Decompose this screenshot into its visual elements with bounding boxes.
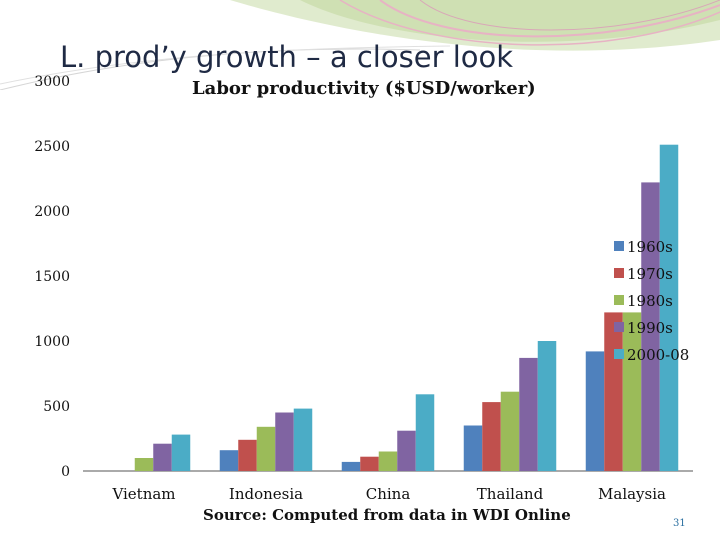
y-tick-label: 1000: [34, 334, 70, 350]
legend: 1960s 1970s 1980s 1990s 2000-08: [614, 238, 689, 364]
bar-china-1970s: [360, 456, 379, 471]
y-tick-label: 500: [43, 399, 70, 415]
legend-swatch-1960s: [614, 241, 624, 251]
slide-title: L. prod’y growth – a closer look: [60, 40, 514, 74]
legend-label-1990s: 1990s: [627, 319, 673, 337]
bar-indonesia-1970s: [238, 439, 257, 471]
legend-swatch-2000-08: [614, 349, 624, 359]
bar-indonesia-1960s: [219, 450, 239, 471]
bar-thailand-1990s: [519, 357, 538, 471]
legend-label-1970s: 1970s: [627, 265, 673, 283]
legend-label-1980s: 1980s: [627, 292, 673, 310]
legend-swatch-1970s: [614, 268, 624, 278]
category-label-thailand: Thailand: [477, 485, 544, 503]
bar-indonesia-1990s: [275, 412, 294, 471]
bar-china-1960s: [341, 461, 361, 471]
bar-indonesia-1980s: [256, 426, 276, 471]
y-tick-label: 3000: [34, 74, 70, 90]
y-tick-label: 0: [61, 464, 70, 480]
bar-vietnam-1990s: [153, 443, 172, 471]
category-label-china: China: [366, 485, 411, 503]
y-tick-label: 1500: [34, 269, 70, 285]
header-decoration: [0, 0, 720, 90]
chart-title: Labor productivity ($USD/worker): [192, 78, 536, 99]
y-axis-ticks: 0 500 1000 1500 2000 2500 3000: [34, 74, 70, 480]
category-label-indonesia: Indonesia: [229, 485, 303, 503]
category-label-malaysia: Malaysia: [598, 485, 666, 503]
bars: [134, 144, 679, 471]
bar-indonesia-2000-08: [293, 408, 313, 471]
legend-swatch-1980s: [614, 295, 624, 305]
bar-malaysia-1990s: [641, 182, 660, 471]
bar-thailand-2000-08: [537, 341, 557, 471]
page-number: 31: [673, 518, 686, 529]
bar-thailand-1960s: [463, 425, 483, 471]
bar-malaysia-1960s: [585, 351, 605, 471]
legend-label-2000-08: 2000-08: [627, 346, 689, 364]
legend-swatch-1990s: [614, 322, 624, 332]
bar-vietnam-1980s: [134, 458, 154, 471]
source-note: Source: Computed from data in WDI Online: [203, 506, 571, 524]
y-tick-label: 2500: [34, 139, 70, 155]
category-labels: Vietnam Indonesia China Thailand Malaysia: [111, 485, 666, 503]
bar-malaysia-1980s: [622, 312, 642, 471]
category-label-vietnam: Vietnam: [111, 485, 175, 503]
bar-china-2000-08: [415, 394, 435, 471]
bar-thailand-1980s: [500, 391, 520, 471]
y-tick-label: 2000: [34, 204, 70, 220]
bar-vietnam-2000-08: [171, 434, 191, 471]
bar-thailand-1970s: [482, 402, 501, 471]
bar-malaysia-1970s: [604, 312, 623, 471]
bar-china-1990s: [397, 430, 416, 471]
legend-label-1960s: 1960s: [627, 238, 673, 256]
bar-malaysia-2000-08: [659, 144, 679, 471]
bar-china-1980s: [378, 451, 398, 471]
